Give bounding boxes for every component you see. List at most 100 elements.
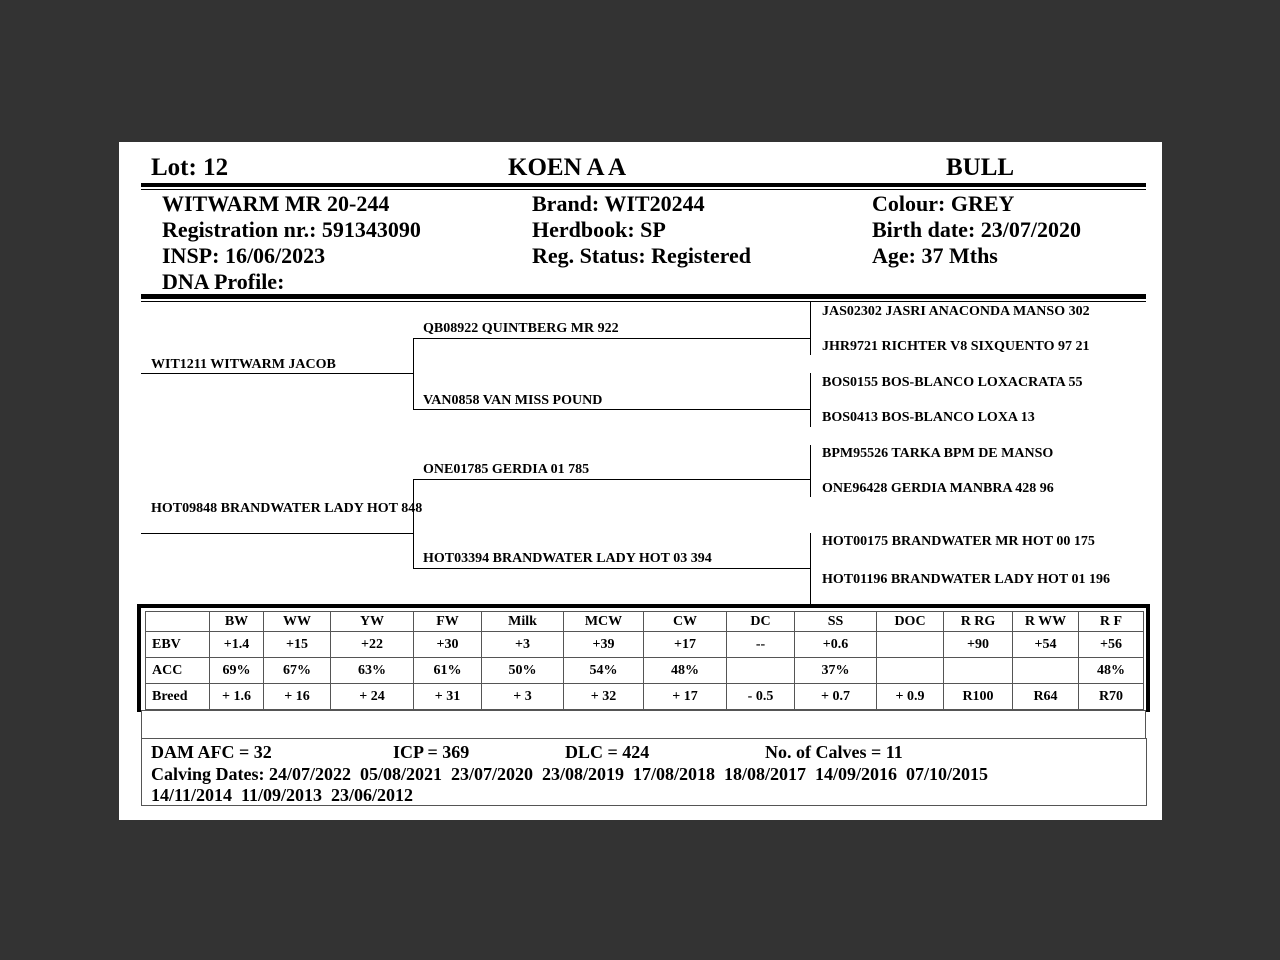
age: Age: 37 Mths bbox=[872, 243, 998, 268]
sire-dam: VAN0858 VAN MISS POUND bbox=[423, 393, 603, 408]
herdbook: Herdbook: SP bbox=[532, 217, 666, 242]
table-cell: 50% bbox=[481, 657, 564, 684]
table-cell: +54 bbox=[1012, 631, 1079, 658]
table-cell: + 32 bbox=[563, 683, 644, 710]
dam-afc: DAM AFC = 32 bbox=[151, 742, 272, 762]
table-cell: 37% bbox=[794, 657, 877, 684]
birth-date: Birth date: 23/07/2020 bbox=[872, 217, 1081, 242]
column-header bbox=[145, 611, 210, 632]
line bbox=[810, 533, 811, 604]
column-header: R WW bbox=[1012, 611, 1079, 632]
line bbox=[141, 533, 413, 534]
table-cell: + 17 bbox=[643, 683, 727, 710]
table-cell: +0.6 bbox=[794, 631, 877, 658]
line bbox=[413, 409, 810, 410]
table-cell: + 24 bbox=[330, 683, 414, 710]
divider bbox=[141, 710, 142, 738]
divider bbox=[137, 604, 1150, 608]
table-cell: R64 bbox=[1012, 683, 1079, 710]
table-cell: +1.4 bbox=[209, 631, 264, 658]
divider bbox=[141, 710, 1146, 711]
calving-dates-cont: 14/11/2014 11/09/2013 23/06/2012 bbox=[151, 785, 414, 805]
dam-dam: HOT03394 BRANDWATER LADY HOT 03 394 bbox=[423, 551, 712, 566]
great-grandparent: ONE96428 GERDIA MANBRA 428 96 bbox=[822, 481, 1054, 496]
dam-summary: DAM AFC = 32 ICP = 369 DLC = 424 No. of … bbox=[141, 738, 1147, 806]
table-row: EBV +1.4 +15 +22 +30 +3 +39 +17 -- +0.6 +90 +54 +56 bbox=[145, 631, 1144, 658]
column-header: WW bbox=[263, 611, 331, 632]
table-cell bbox=[876, 631, 944, 658]
divider bbox=[141, 183, 1146, 187]
brand: Brand: WIT20244 bbox=[532, 191, 705, 216]
table-cell bbox=[1012, 657, 1079, 684]
table-cell: +39 bbox=[563, 631, 644, 658]
animal-name: KOEN A A bbox=[508, 154, 627, 181]
column-header: BW bbox=[209, 611, 264, 632]
table-cell: + 0.7 bbox=[794, 683, 877, 710]
column-header: DC bbox=[726, 611, 795, 632]
column-header: Milk bbox=[481, 611, 564, 632]
great-grandparent: HOT00175 BRANDWATER MR HOT 00 175 bbox=[822, 534, 1095, 549]
table-cell: + 31 bbox=[413, 683, 482, 710]
table-cell: 48% bbox=[1078, 657, 1144, 684]
divider bbox=[137, 604, 141, 712]
colour: Colour: GREY bbox=[872, 191, 1015, 216]
dlc: DLC = 424 bbox=[565, 742, 650, 762]
table-cell bbox=[726, 657, 795, 684]
table-cell: + 16 bbox=[263, 683, 331, 710]
great-grandparent: BPM95526 TARKA BPM DE MANSO bbox=[822, 446, 1054, 461]
table-cell: +15 bbox=[263, 631, 331, 658]
table-cell: 61% bbox=[413, 657, 482, 684]
table-cell bbox=[943, 657, 1013, 684]
lot-number: Lot: 12 bbox=[151, 154, 229, 181]
line bbox=[413, 568, 810, 569]
ebv-table: BW WW YW FW Milk MCW CW DC SS DOC R RG R WW R F EBV +1… bbox=[145, 611, 1144, 710]
table-cell: - 0.5 bbox=[726, 683, 795, 710]
line bbox=[413, 338, 810, 339]
icp: ICP = 369 bbox=[393, 742, 470, 762]
reg-status: Reg. Status: Registered bbox=[532, 243, 751, 268]
herd-name: WITWARM MR 20-244 bbox=[162, 191, 390, 216]
row-label: Breed bbox=[145, 683, 210, 710]
great-grandparent: HOT01196 BRANDWATER LADY HOT 01 196 bbox=[822, 572, 1110, 587]
table-cell: R100 bbox=[943, 683, 1013, 710]
great-grandparent: JAS02302 JASRI ANACONDA MANSO 302 bbox=[822, 304, 1090, 319]
lot-card: Lot: 12 KOEN A A BULL WITWARM MR 20-244 … bbox=[119, 142, 1162, 820]
row-label: EBV bbox=[145, 631, 210, 658]
sire-sire: QB08922 QUINTBERG MR 922 bbox=[423, 321, 619, 336]
animal-sex: BULL bbox=[946, 154, 1015, 181]
column-header: SS bbox=[794, 611, 877, 632]
table-row: Breed + 1.6 + 16 + 24 + 31 + 3 + 32 + 17- 0.5 + … bbox=[145, 683, 1144, 710]
table-cell: + 3 bbox=[481, 683, 564, 710]
registration-number: Registration nr.: 591343090 bbox=[162, 217, 421, 242]
row-label: ACC bbox=[145, 657, 210, 684]
table-cell: +3 bbox=[481, 631, 564, 658]
table-cell: +17 bbox=[643, 631, 727, 658]
table-cell: -- bbox=[726, 631, 795, 658]
column-header: CW bbox=[643, 611, 727, 632]
table-cell: 48% bbox=[643, 657, 727, 684]
table-row: ACC 69% 67% 63% 61% 50% 54% 48% 37% 48% bbox=[145, 657, 1144, 684]
table-cell: + 1.6 bbox=[209, 683, 264, 710]
divider bbox=[141, 301, 1146, 302]
sire: WIT1211 WITWARM JACOB bbox=[151, 357, 336, 372]
calving-dates: Calving Dates: 24/07/2022 05/08/2021 23/… bbox=[151, 764, 989, 784]
table-cell: +90 bbox=[943, 631, 1013, 658]
table-header-row: BW WW YW FW Milk MCW CW DC SS DOC R RG R WW R F bbox=[145, 611, 1144, 632]
table-cell: +30 bbox=[413, 631, 482, 658]
line bbox=[413, 479, 414, 569]
column-header: R RG bbox=[943, 611, 1013, 632]
great-grandparent: JHR9721 RICHTER V8 SIXQUENTO 97 21 bbox=[822, 339, 1090, 354]
inspection-date: INSP: 16/06/2023 bbox=[162, 243, 326, 268]
divider bbox=[141, 189, 1146, 190]
column-header: R F bbox=[1078, 611, 1144, 632]
line bbox=[810, 373, 811, 427]
column-header: MCW bbox=[563, 611, 644, 632]
divider bbox=[1145, 710, 1146, 738]
great-grandparent: BOS0413 BOS-BLANCO LOXA 13 bbox=[822, 410, 1035, 425]
column-header: DOC bbox=[876, 611, 944, 632]
line bbox=[810, 302, 811, 355]
dam: HOT09848 BRANDWATER LADY HOT 848 bbox=[151, 501, 423, 516]
divider bbox=[141, 294, 1146, 299]
line bbox=[413, 338, 414, 410]
table-cell: 63% bbox=[330, 657, 414, 684]
